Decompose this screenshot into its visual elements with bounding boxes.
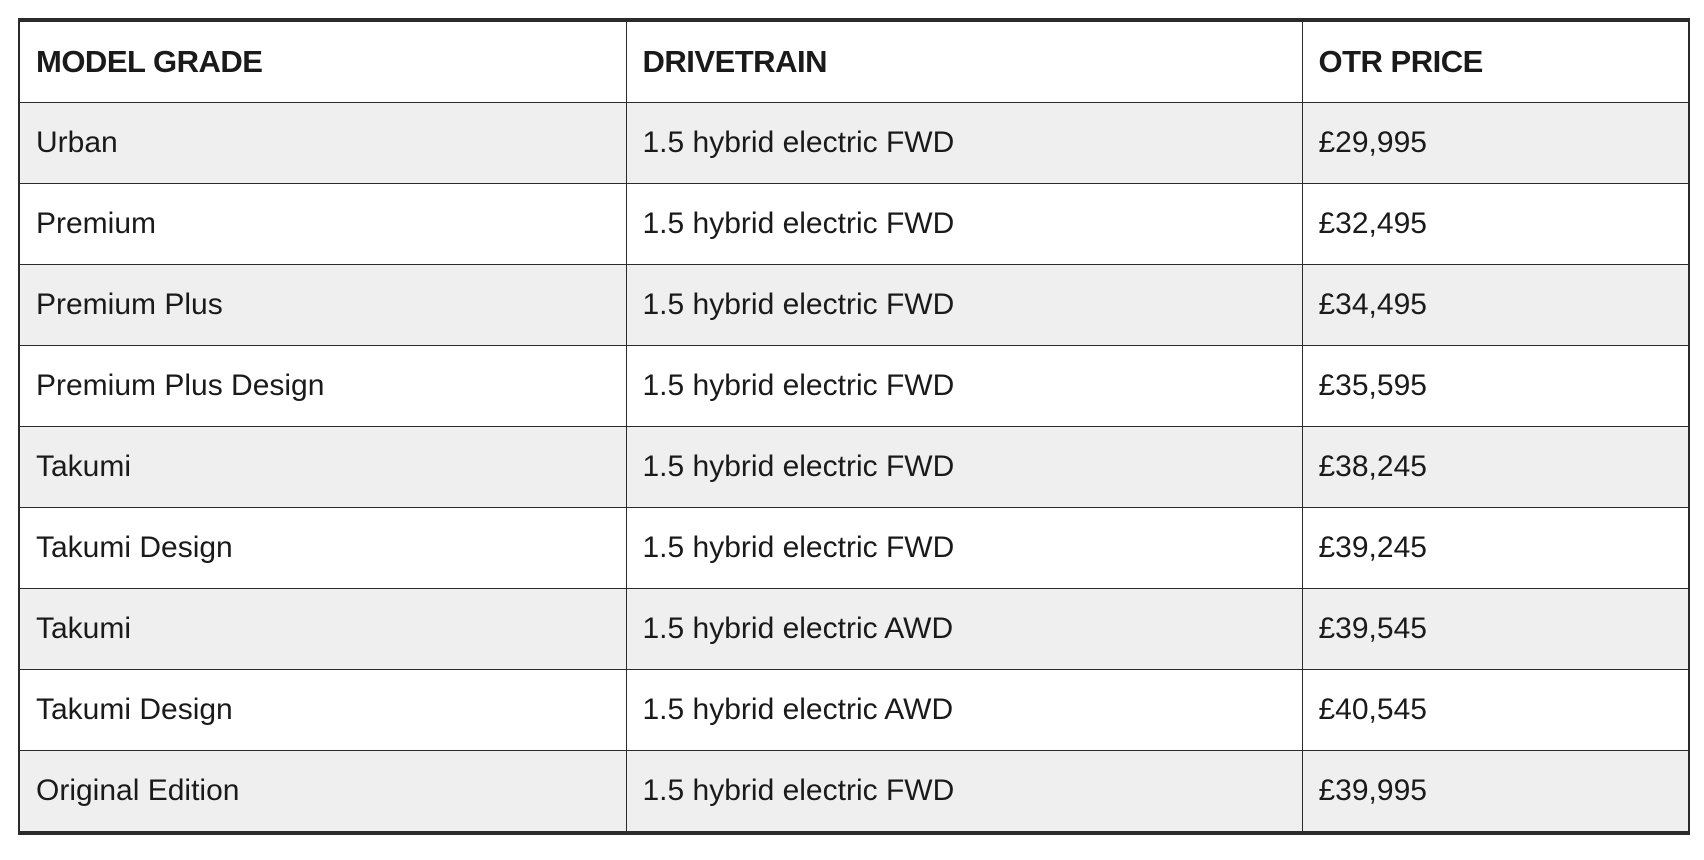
cell-otr-price: £29,995 xyxy=(1301,102,1690,184)
cell-model-grade: Original Edition xyxy=(18,750,627,834)
table-row: Takumi Design 1.5 hybrid electric AWD £4… xyxy=(18,669,1690,751)
cell-model-grade: Premium Plus Design xyxy=(18,345,627,427)
cell-drivetrain: 1.5 hybrid electric FWD xyxy=(625,507,1303,589)
cell-model-grade: Takumi xyxy=(18,426,627,508)
header-drivetrain: DRIVETRAIN xyxy=(625,19,1303,103)
cell-drivetrain: 1.5 hybrid electric FWD xyxy=(625,264,1303,346)
header-row: MODEL GRADE DRIVETRAIN OTR PRICE xyxy=(18,19,1690,103)
cell-otr-price: £32,495 xyxy=(1301,183,1690,265)
cell-otr-price: £39,545 xyxy=(1301,588,1690,670)
table-row: Premium Plus 1.5 hybrid electric FWD £34… xyxy=(18,264,1690,346)
cell-otr-price: £38,245 xyxy=(1301,426,1690,508)
table-row: Takumi 1.5 hybrid electric AWD £39,545 xyxy=(18,588,1690,670)
cell-otr-price: £34,495 xyxy=(1301,264,1690,346)
cell-drivetrain: 1.5 hybrid electric FWD xyxy=(625,750,1303,834)
cell-drivetrain: 1.5 hybrid electric FWD xyxy=(625,102,1303,184)
price-table-container: MODEL GRADE DRIVETRAIN OTR PRICE Urban 1… xyxy=(18,18,1690,835)
cell-model-grade: Takumi Design xyxy=(18,507,627,589)
table-row: Takumi 1.5 hybrid electric FWD £38,245 xyxy=(18,426,1690,508)
table-row: Original Edition 1.5 hybrid electric FWD… xyxy=(18,750,1690,834)
header-otr-price: OTR PRICE xyxy=(1301,19,1690,103)
cell-model-grade: Takumi Design xyxy=(18,669,627,751)
table-row: Premium 1.5 hybrid electric FWD £32,495 xyxy=(18,183,1690,265)
cell-drivetrain: 1.5 hybrid electric AWD xyxy=(625,669,1303,751)
cell-drivetrain: 1.5 hybrid electric AWD xyxy=(625,588,1303,670)
table-row: Takumi Design 1.5 hybrid electric FWD £3… xyxy=(18,507,1690,589)
cell-model-grade: Premium xyxy=(18,183,627,265)
table-body: Urban 1.5 hybrid electric FWD £29,995 Pr… xyxy=(18,102,1690,834)
cell-drivetrain: 1.5 hybrid electric FWD xyxy=(625,426,1303,508)
table-row: Urban 1.5 hybrid electric FWD £29,995 xyxy=(18,102,1690,184)
cell-model-grade: Premium Plus xyxy=(18,264,627,346)
table-row: Premium Plus Design 1.5 hybrid electric … xyxy=(18,345,1690,427)
cell-otr-price: £39,245 xyxy=(1301,507,1690,589)
table-header: MODEL GRADE DRIVETRAIN OTR PRICE xyxy=(18,19,1690,103)
header-model-grade: MODEL GRADE xyxy=(18,19,627,103)
cell-otr-price: £35,595 xyxy=(1301,345,1690,427)
cell-drivetrain: 1.5 hybrid electric FWD xyxy=(625,345,1303,427)
cell-otr-price: £39,995 xyxy=(1301,750,1690,834)
cell-drivetrain: 1.5 hybrid electric FWD xyxy=(625,183,1303,265)
cell-otr-price: £40,545 xyxy=(1301,669,1690,751)
cell-model-grade: Takumi xyxy=(18,588,627,670)
model-price-table: MODEL GRADE DRIVETRAIN OTR PRICE Urban 1… xyxy=(18,18,1690,835)
cell-model-grade: Urban xyxy=(18,102,627,184)
